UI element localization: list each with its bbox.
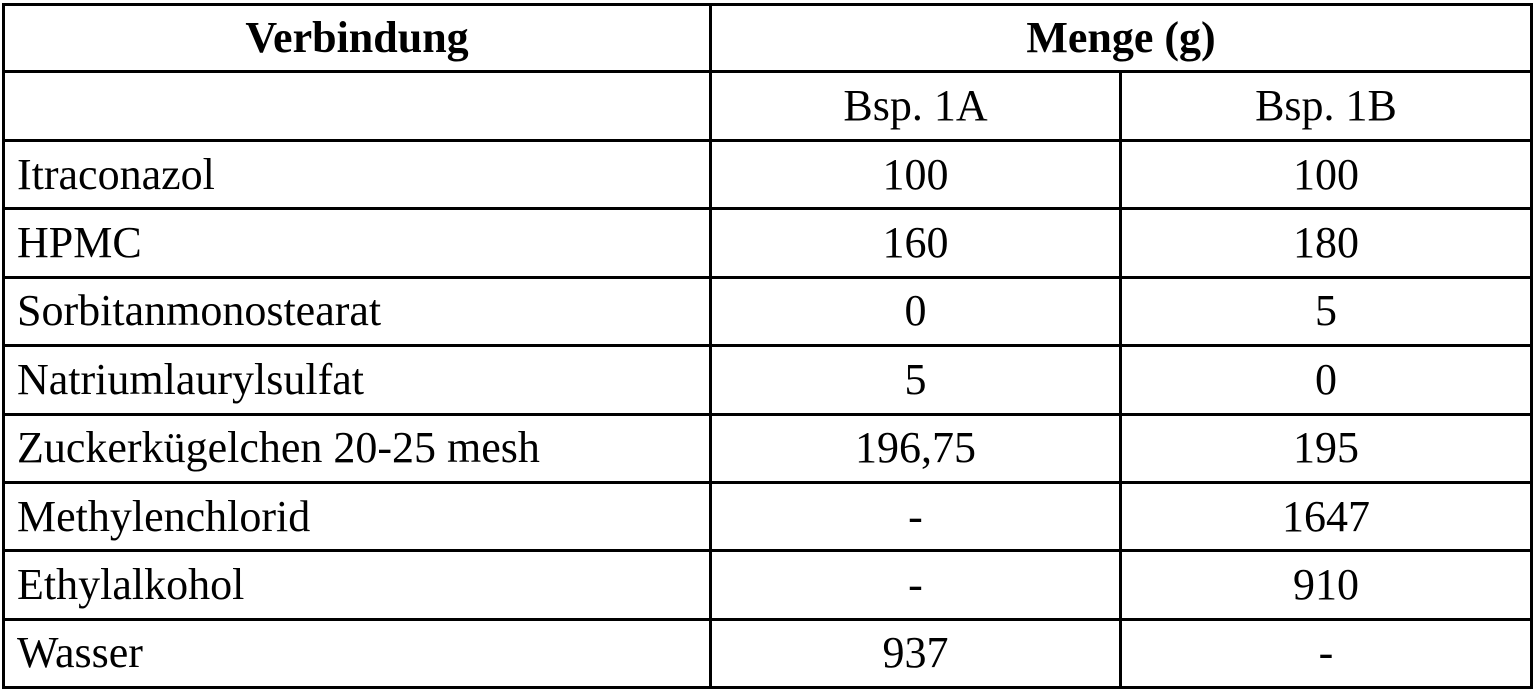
header-row: Verbindung Menge (g) — [2, 3, 1533, 73]
amount-1b: 1647 — [1119, 480, 1533, 553]
amount-1a: 5 — [709, 344, 1122, 416]
table-row: Sorbitanmonostearat 0 5 — [2, 275, 1533, 348]
header-amount: Menge (g) — [709, 3, 1533, 73]
compound-name: Methylenchlorid — [2, 480, 712, 553]
table-row: Zuckerkügelchen 20-25 mesh 196,75 195 — [2, 412, 1533, 484]
table-row: Itraconazol 100 100 — [2, 138, 1533, 211]
amount-1a: - — [709, 549, 1122, 621]
compound-name: Wasser — [2, 617, 712, 690]
table-row: Natriumlaurylsulfat 5 0 — [2, 344, 1533, 416]
table-row: Methylenchlorid - 1647 — [2, 480, 1533, 553]
table-row: HPMC 160 180 — [2, 207, 1533, 279]
amount-1b: 910 — [1119, 549, 1533, 621]
amount-1a: 160 — [709, 207, 1122, 279]
compound-name: HPMC — [2, 207, 712, 279]
compound-name: Itraconazol — [2, 138, 712, 211]
amount-1b: 180 — [1119, 207, 1533, 279]
table-row: Ethylalkohol - 910 — [2, 549, 1533, 621]
amount-1b: 0 — [1119, 344, 1533, 416]
amount-1a: 196,75 — [709, 412, 1122, 484]
compound-name: Sorbitanmonostearat — [2, 275, 712, 348]
amount-1a: 100 — [709, 138, 1122, 211]
amount-1a: 937 — [709, 617, 1122, 690]
compound-name: Zuckerkügelchen 20-25 mesh — [2, 412, 712, 484]
compound-name: Natriumlaurylsulfat — [2, 344, 712, 416]
subheader-row: Bsp. 1A Bsp. 1B — [2, 70, 1533, 142]
composition-table-container: Verbindung Menge (g) Bsp. 1A Bsp. 1B Itr… — [2, 3, 1533, 690]
amount-1b: 100 — [1119, 138, 1533, 211]
table-row: Wasser 937 - — [2, 617, 1533, 690]
subheader-example-1b: Bsp. 1B — [1119, 70, 1533, 142]
amount-1b: 5 — [1119, 275, 1533, 348]
amount-1b: 195 — [1119, 412, 1533, 484]
compound-name: Ethylalkohol — [2, 549, 712, 621]
subheader-empty-cell — [2, 70, 712, 142]
subheader-example-1a: Bsp. 1A — [709, 70, 1122, 142]
amount-1b: - — [1119, 617, 1533, 690]
amount-1a: - — [709, 480, 1122, 553]
amount-1a: 0 — [709, 275, 1122, 348]
composition-table: Verbindung Menge (g) Bsp. 1A Bsp. 1B Itr… — [2, 3, 1533, 690]
header-compound: Verbindung — [2, 3, 712, 73]
